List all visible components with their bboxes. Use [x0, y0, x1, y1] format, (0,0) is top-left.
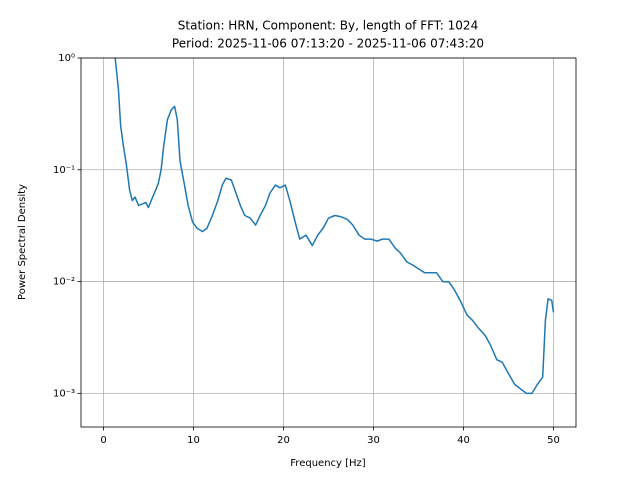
x-tick-label: 40 — [457, 435, 470, 446]
chart-title: Station: HRN, Component: By, length of F… — [178, 19, 478, 33]
plot-area — [114, 58, 555, 395]
y-tick-label: 10⁻¹ — [53, 165, 75, 176]
y-tick-label: 10⁻² — [53, 277, 75, 288]
x-tick-label: 50 — [547, 435, 560, 446]
x-tick-label: 30 — [367, 435, 380, 446]
axes-frame — [80, 57, 577, 428]
x-tick-label: 20 — [277, 435, 290, 446]
chart-subtitle: Period: 2025-11-06 07:13:20 - 2025-11-06… — [172, 37, 484, 51]
x-axis-label: Frequency [Hz] — [290, 458, 366, 469]
x-tick-label: 0 — [100, 435, 106, 446]
x-tick-label: 10 — [187, 435, 200, 446]
ticks: 0 10 20 30 40 50 10⁻³ 10⁻² 10⁻¹ 10⁰ — [53, 53, 560, 446]
y-tick-label: 10⁻³ — [53, 388, 75, 399]
y-axis-label: Power Spectral Density — [17, 184, 28, 300]
y-tick-label: 10⁰ — [58, 53, 75, 64]
data-line — [114, 58, 555, 395]
